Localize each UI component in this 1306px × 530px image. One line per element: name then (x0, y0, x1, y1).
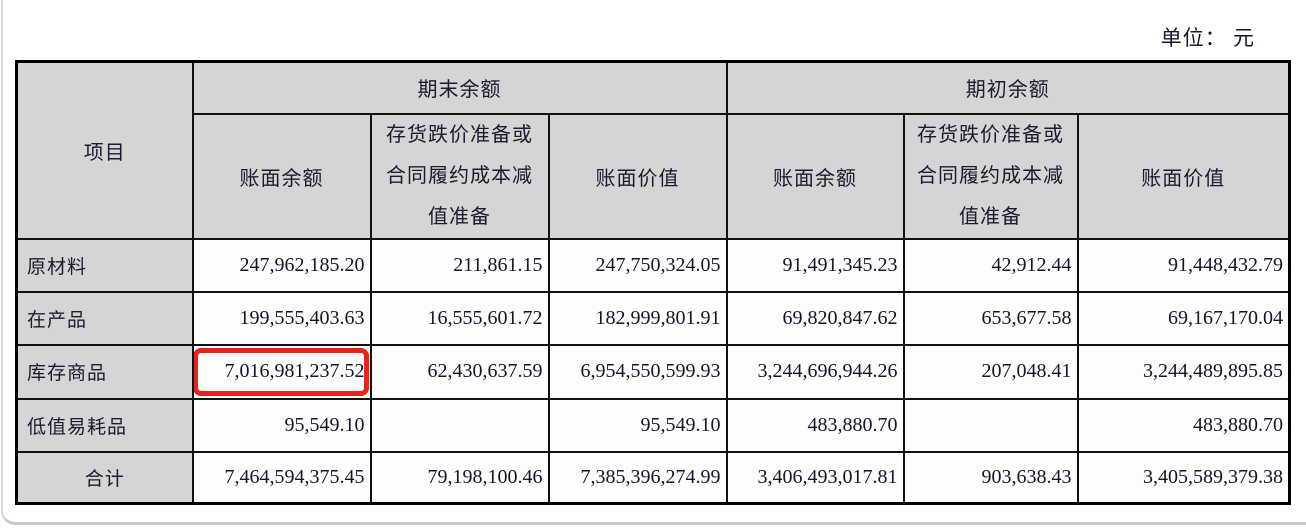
cell-value: 199,555,403.63 (191, 290, 372, 346)
cell-value: 207,048.41 (902, 343, 1079, 400)
cell-value: 69,167,170.04 (1076, 290, 1291, 346)
cell-value: 62,430,637.59 (369, 343, 550, 400)
cell-value: 69,820,847.62 (725, 290, 905, 346)
row-label: 在产品 (15, 290, 194, 346)
period-begin-group-header: 期初余额 (725, 60, 1291, 115)
cell-value: 7,385,396,274.99 (547, 450, 728, 505)
cell-value: 95,549.10 (191, 397, 372, 453)
highlighted-cell: 7,016,981,237.52 (191, 343, 372, 400)
cell-value: 42,912.44 (902, 237, 1079, 293)
cell-value: 247,962,185.20 (191, 237, 372, 293)
begin-book-value-header: 账面价值 (1076, 112, 1291, 240)
cell-value: 95,549.10 (547, 397, 728, 453)
cell-value: 91,448,432.79 (1076, 237, 1291, 293)
cell-value: 653,677.58 (902, 290, 1079, 346)
cell-value: 3,406,493,017.81 (725, 450, 905, 505)
end-book-balance-header: 账面余额 (191, 112, 372, 240)
header-group-row: 项目 期末余额 期初余额 (15, 60, 1291, 240)
begin-book-balance-header: 账面余额 (725, 112, 905, 240)
row-label: 低值易耗品 (15, 397, 194, 453)
table-row-finished-goods: 库存商品 7,016,981,237.52 62,430,637.59 6,95… (15, 343, 1291, 400)
row-label: 库存商品 (15, 343, 194, 400)
cell-value: 211,861.15 (369, 237, 550, 293)
cell-value: 16,555,601.72 (369, 290, 550, 346)
period-end-group-header: 期末余额 (191, 60, 728, 115)
cell-value: 7,016,981,237.52 (224, 360, 365, 382)
cell-value (369, 397, 550, 453)
cell-value: 3,405,589,379.38 (1076, 450, 1291, 505)
cell-value: 483,880.70 (725, 397, 905, 453)
cell-value: 3,244,489,895.85 (1076, 343, 1291, 400)
header-sub-row: 账面余额 存货跌价准备或 合同履约成本减 值准备 账面价值 账面余额 存货跌价准… (17, 112, 1291, 240)
row-label: 合计 (15, 450, 194, 505)
cell-value: 6,954,550,599.93 (547, 343, 728, 400)
inventory-table: 项目 期末余额 期初余额 账面余额 存货跌价准备或 合同履约成本减 值准备 账面… (15, 60, 1292, 505)
cell-value: 903,638.43 (902, 450, 1079, 505)
cell-value: 91,491,345.23 (725, 237, 905, 293)
row-label: 原材料 (15, 237, 194, 293)
cell-value: 247,750,324.05 (547, 237, 728, 293)
end-book-value-header: 账面价值 (547, 112, 728, 240)
cell-value: 7,464,594,375.45 (191, 450, 372, 505)
cell-value: 79,198,100.46 (369, 450, 550, 505)
cell-value (902, 397, 1079, 453)
item-column-header: 项目 (15, 60, 194, 240)
begin-provision-header-text: 存货跌价准备或 合同履约成本减 值准备 (917, 123, 1065, 228)
table-row-raw-materials: 原材料 247,962,185.20 211,861.15 247,750,32… (15, 237, 1291, 293)
cell-value: 182,999,801.91 (547, 290, 728, 346)
table-row-low-value-consumables: 低值易耗品 95,549.10 95,549.10 483,880.70 483… (15, 397, 1291, 453)
cell-value: 3,244,696,944.26 (725, 343, 905, 400)
begin-provision-header: 存货跌价准备或 合同履约成本减 值准备 (902, 112, 1079, 240)
table-row-work-in-progress: 在产品 199,555,403.63 16,555,601.72 182,999… (15, 290, 1291, 346)
table-row-total: 合计 7,464,594,375.45 79,198,100.46 7,385,… (15, 450, 1291, 505)
end-provision-header-text: 存货跌价准备或 合同履约成本减 值准备 (386, 123, 533, 228)
end-provision-header: 存货跌价准备或 合同履约成本减 值准备 (369, 112, 550, 240)
cell-value: 483,880.70 (1076, 397, 1291, 453)
unit-label: 单位： 元 (1160, 26, 1255, 50)
